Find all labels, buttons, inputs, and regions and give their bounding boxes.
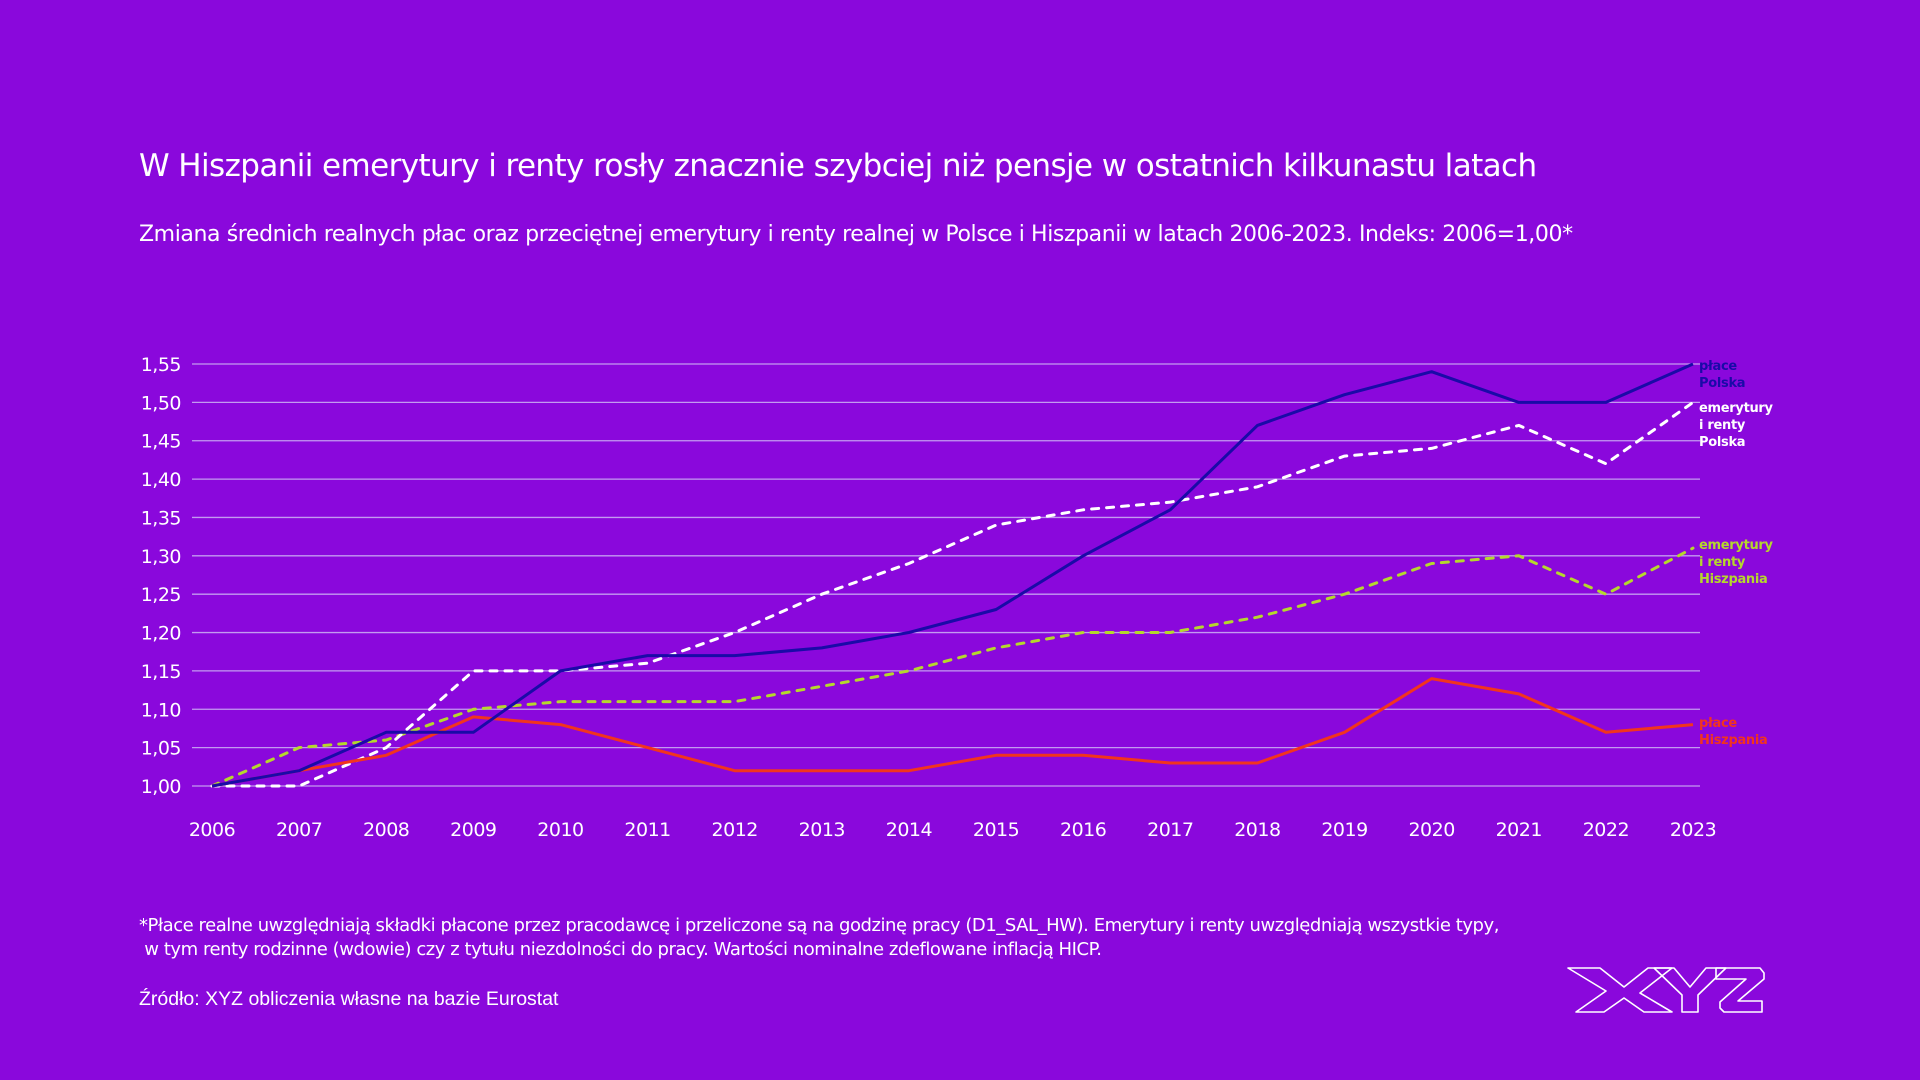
series-end-label: emerytury i renty Hiszpania bbox=[1699, 538, 1774, 587]
series-label-line: Hiszpania bbox=[1699, 572, 1768, 587]
series-line-płace-hiszpania bbox=[211, 677, 1694, 788]
x-tick-label: 2023 bbox=[1670, 819, 1716, 841]
x-tick-label: 2015 bbox=[973, 819, 1019, 841]
y-tick-label: 1,00 bbox=[141, 776, 181, 798]
x-tick-label: 2008 bbox=[363, 819, 409, 841]
series-label-line: płace bbox=[1699, 359, 1737, 374]
series-line-emerytury-i-renty-polska bbox=[210, 400, 1695, 788]
y-tick-label: 1,35 bbox=[141, 507, 181, 529]
y-tick-label: 1,15 bbox=[141, 661, 181, 683]
x-tick-label: 2016 bbox=[1060, 819, 1106, 841]
y-tick-label: 1,25 bbox=[141, 584, 181, 606]
series-label-line: i renty bbox=[1699, 555, 1746, 570]
x-tick-label: 2013 bbox=[799, 819, 845, 841]
logo-outline-icon bbox=[1567, 967, 1765, 1013]
footnote-line-1: *Płace realne uwzględniają składki płaco… bbox=[139, 915, 1499, 936]
y-tick-label: 1,20 bbox=[141, 623, 181, 645]
series-label-line: płace bbox=[1699, 716, 1737, 731]
y-tick-label: 1,40 bbox=[141, 469, 181, 491]
x-tick-label: 2019 bbox=[1321, 819, 1367, 841]
series-label-line: emerytury bbox=[1699, 538, 1774, 553]
x-tick-label: 2021 bbox=[1496, 819, 1542, 841]
footnote: *Płace realne uwzględniają składki płaco… bbox=[139, 914, 1499, 962]
x-tick-label: 2012 bbox=[712, 819, 758, 841]
x-axis-ticks: 2006 2007 2008 2009 2010 2011 2012 2013 2014 2015… bbox=[189, 819, 1717, 841]
series-label-line: i renty bbox=[1699, 418, 1746, 433]
series-end-label: emerytury i renty Polska bbox=[1699, 401, 1774, 450]
y-tick-label: 1,50 bbox=[141, 392, 181, 414]
source-text: Źródło: XYZ obliczenia własne na bazie E… bbox=[139, 988, 559, 1010]
chart-title: W Hiszpanii emerytury i renty rosły znac… bbox=[139, 148, 1537, 184]
x-tick-label: 2007 bbox=[276, 819, 322, 841]
y-tick-label: 1,05 bbox=[141, 738, 181, 760]
x-tick-label: 2011 bbox=[624, 819, 670, 841]
series-line-płace-polska bbox=[211, 362, 1694, 788]
y-tick-label: 1,55 bbox=[141, 354, 181, 376]
footnote-line-2: w tym renty rodzinne (wdowie) czy z tytu… bbox=[139, 939, 1102, 960]
y-axis-ticks: 1,00 1,05 1,10 1,15 1,20 1,25 1,30 1,35 1,40 1,45… bbox=[141, 354, 182, 798]
x-tick-label: 2006 bbox=[189, 819, 235, 841]
x-tick-label: 2018 bbox=[1234, 819, 1280, 841]
x-tick-label: 2020 bbox=[1408, 819, 1454, 841]
y-tick-label: 1,45 bbox=[141, 431, 181, 453]
series-line-emerytury-i-renty-hiszpania bbox=[210, 546, 1695, 788]
x-tick-label: 2009 bbox=[450, 819, 496, 841]
y-tick-label: 1,30 bbox=[141, 546, 181, 568]
grid-lines bbox=[192, 363, 1700, 787]
x-tick-label: 2022 bbox=[1583, 819, 1629, 841]
xyz-logo bbox=[1567, 967, 1765, 1013]
y-tick-label: 1,10 bbox=[141, 699, 181, 721]
series-end-label: płace Polska bbox=[1699, 359, 1746, 391]
x-tick-label: 2014 bbox=[886, 819, 933, 841]
x-tick-label: 2017 bbox=[1147, 819, 1193, 841]
x-tick-label: 2010 bbox=[537, 819, 583, 841]
series-lines bbox=[210, 362, 1695, 788]
series-label-line: emerytury bbox=[1699, 401, 1774, 416]
series-label-line: Polska bbox=[1699, 376, 1745, 391]
series-end-label: płace Hiszpania bbox=[1699, 716, 1768, 748]
series-label-line: Polska bbox=[1699, 435, 1745, 450]
chart-subtitle: Zmiana średnich realnych płac oraz przec… bbox=[139, 222, 1573, 247]
series-label-line: Hiszpania bbox=[1699, 733, 1768, 748]
